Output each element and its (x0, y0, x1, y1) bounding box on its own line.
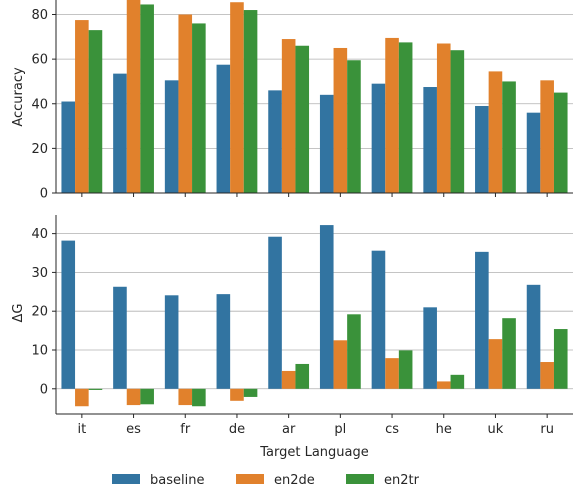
bar-baseline-de (216, 294, 231, 389)
bar-en2tr-cs (398, 42, 413, 193)
x-axis-title: Target Language (259, 445, 369, 460)
bar-en2de-es (126, 388, 141, 406)
bar-baseline-fr (164, 80, 179, 193)
y-tick-label: 20 (31, 305, 48, 320)
bar-en2tr-de (243, 10, 258, 193)
bar-en2de-pl (333, 47, 348, 193)
bar-baseline-cs (371, 83, 386, 193)
y-tick-label: 20 (31, 142, 48, 157)
x-tick-label: de (229, 422, 245, 437)
legend-swatch-en2tr (346, 474, 374, 484)
bar-en2tr-ar (295, 363, 310, 389)
bar-en2de-fr (178, 388, 193, 406)
x-tick-label: he (436, 422, 452, 437)
bar-baseline-es (113, 286, 127, 389)
bar-en2tr-uk (502, 81, 516, 193)
bar-baseline-he (423, 87, 437, 193)
legend-swatch-baseline (112, 474, 140, 484)
legend-label-en2tr: en2tr (384, 473, 420, 488)
bar-baseline-cs (371, 250, 386, 389)
y-tick-label: 30 (31, 266, 48, 281)
y-tick-label: 40 (31, 227, 48, 242)
y-tick-label: 0 (40, 187, 48, 202)
bar-baseline-de (216, 64, 231, 193)
bar-en2tr-he (450, 374, 465, 389)
bar-baseline-pl (319, 94, 334, 193)
bar-en2tr-es (140, 388, 154, 405)
bar-en2tr-he (450, 50, 465, 193)
y-axis-title: Accuracy (11, 67, 26, 127)
x-tick-label: uk (488, 422, 504, 437)
bar-en2de-uk (488, 71, 503, 193)
bar-en2tr-it (88, 388, 103, 390)
bar-en2tr-fr (192, 388, 206, 407)
x-tick-label: it (77, 422, 86, 437)
bar-en2tr-cs (398, 350, 413, 389)
bar-en2de-fr (178, 14, 193, 194)
bar-en2de-ar (281, 39, 296, 194)
x-tick-label: fr (180, 422, 191, 437)
bar-baseline-it (61, 101, 76, 193)
legend-label-en2de: en2de (274, 473, 315, 488)
bar-en2de-uk (488, 339, 503, 389)
bar-en2de-cs (385, 358, 399, 389)
bar-baseline-ar (268, 90, 282, 193)
bar-en2tr-it (88, 30, 103, 194)
bar-baseline-ru (526, 112, 541, 193)
accuracy-panel: 0 20 40 60 80 Accuracy (11, 0, 573, 202)
bar-en2de-it (75, 20, 89, 193)
bar-en2tr-pl (347, 60, 361, 194)
bar-en2de-ru (540, 80, 554, 193)
y-tick-label: 10 (31, 343, 48, 358)
bar-en2tr-pl (347, 314, 361, 389)
legend: baseline en2de en2tr (112, 473, 420, 488)
bar-baseline-he (423, 307, 437, 389)
bar-en2de-cs (385, 37, 399, 194)
bar-baseline-it (61, 240, 76, 389)
bar-en2tr-uk (502, 318, 516, 389)
x-tick-label: ar (282, 422, 296, 437)
x-tick-label: es (126, 422, 141, 437)
bar-en2tr-ru (553, 92, 568, 193)
legend-label-baseline: baseline (150, 473, 204, 488)
bar-en2tr-fr (192, 23, 206, 193)
bar-en2de-ar (281, 370, 296, 389)
bar-en2de-es (126, 0, 141, 193)
y-tick-label: 40 (31, 97, 48, 112)
bar-baseline-uk (475, 251, 489, 389)
bar-en2tr-de (243, 388, 258, 397)
bar-baseline-ar (268, 236, 282, 389)
bar-en2de-it (75, 388, 89, 407)
bar-en2tr-ru (553, 329, 568, 389)
bar-baseline-ru (526, 284, 541, 389)
bar-baseline-fr (164, 295, 179, 389)
bar-en2de-de (230, 388, 244, 401)
y-tick-label: 60 (31, 53, 48, 68)
delta-g-panel: 0 10 20 30 40 it es fr de ar pl cs he uk ru ΔG Target La… (11, 215, 573, 460)
bar-en2de-he (436, 43, 451, 194)
bar-en2de-de (230, 2, 244, 193)
bar-en2tr-ar (295, 45, 310, 193)
x-tick-label: pl (334, 422, 346, 437)
bar-baseline-uk (475, 105, 489, 193)
y-tick-label: 80 (31, 8, 48, 23)
bar-en2de-pl (333, 340, 348, 389)
x-tick-label: ru (540, 422, 554, 437)
bar-en2tr-es (140, 4, 154, 193)
legend-swatch-en2de (236, 474, 264, 484)
y-tick-label: 0 (40, 382, 48, 397)
bar-en2de-ru (540, 362, 554, 389)
y-axis-title: ΔG (11, 304, 26, 323)
bar-en2de-he (436, 381, 451, 389)
bar-baseline-es (113, 73, 127, 193)
bar-baseline-pl (319, 225, 334, 389)
x-tick-label: cs (385, 422, 399, 437)
